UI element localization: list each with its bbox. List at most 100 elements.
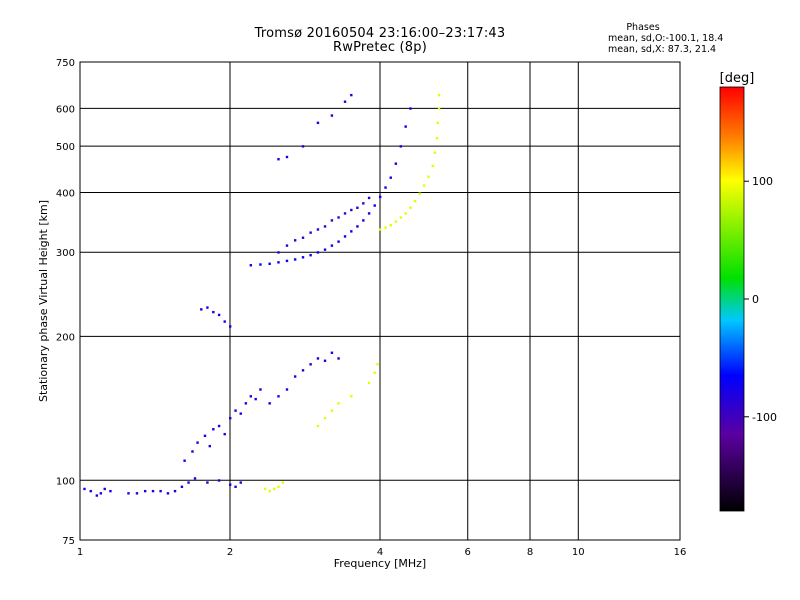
- data-point: [350, 93, 353, 97]
- colorbar-label: [deg]: [720, 71, 755, 86]
- data-point: [404, 125, 407, 128]
- data-point: [293, 375, 297, 378]
- data-point: [394, 220, 398, 223]
- data-point: [431, 164, 434, 168]
- data-point: [409, 206, 412, 209]
- data-point: [249, 395, 253, 398]
- data-point: [239, 481, 242, 484]
- x-tick-label: 2: [227, 547, 233, 558]
- data-point: [223, 320, 226, 323]
- data-point: [196, 441, 199, 444]
- y-axis-label: Stationary phase Virtual Height [km]: [37, 200, 50, 402]
- data-point: [301, 236, 305, 239]
- data-point: [277, 395, 280, 398]
- data-point: [212, 310, 215, 314]
- data-point: [413, 199, 417, 203]
- y-tick-label: 750: [56, 58, 75, 69]
- data-point: [151, 489, 155, 493]
- y-tick-label: 100: [56, 476, 75, 487]
- data-point: [272, 487, 276, 491]
- data-point: [343, 100, 347, 103]
- data-point: [249, 264, 253, 267]
- data-point: [268, 262, 271, 265]
- data-point: [418, 192, 421, 195]
- data-point: [422, 184, 426, 187]
- data-point: [193, 477, 197, 480]
- data-point: [99, 492, 103, 495]
- data-point: [166, 492, 170, 495]
- data-point: [103, 487, 106, 491]
- x-tick-label: 4: [377, 547, 383, 558]
- data-point: [350, 208, 353, 212]
- data-point: [203, 434, 207, 438]
- data-point: [208, 444, 211, 448]
- data-point: [337, 240, 340, 243]
- data-point: [143, 489, 147, 493]
- data-point: [337, 402, 340, 405]
- colorbar-tick-label: 100: [752, 175, 773, 188]
- data-point: [350, 230, 353, 233]
- data-point: [309, 363, 312, 366]
- phases-x-mode: mean, sd,X: 87.3, 21.4: [608, 44, 717, 55]
- y-tick-label: 300: [56, 248, 75, 259]
- data-point: [389, 224, 392, 227]
- data-point: [316, 228, 320, 231]
- data-point: [206, 481, 209, 484]
- data-point: [200, 308, 203, 311]
- data-point: [277, 485, 280, 489]
- colorbar-tick-label: -100: [752, 411, 777, 424]
- data-point: [301, 256, 305, 259]
- data-point: [330, 219, 334, 222]
- x-tick-label: 10: [572, 547, 585, 558]
- data-point: [330, 114, 334, 117]
- x-axis-ticks: 1 2 4 6 8 10 16: [77, 547, 687, 558]
- data-point: [293, 258, 297, 261]
- data-point: [277, 261, 280, 264]
- data-point: [330, 351, 334, 354]
- data-points: [83, 93, 441, 497]
- phases-heading: Phases: [626, 22, 660, 33]
- data-point: [379, 195, 382, 199]
- data-point: [244, 402, 248, 405]
- x-axis-label: Frequency [MHz]: [334, 557, 426, 570]
- colorbar: [719, 86, 745, 512]
- data-point: [259, 388, 262, 391]
- data-point: [277, 251, 280, 254]
- data-point: [180, 485, 184, 489]
- data-point: [309, 254, 312, 257]
- data-point: [435, 137, 439, 140]
- y-tick-label: 600: [56, 104, 75, 115]
- x-tick-label: 8: [527, 547, 533, 558]
- data-point: [109, 489, 112, 493]
- data-point: [376, 363, 379, 366]
- data-point: [330, 244, 334, 247]
- data-point: [229, 325, 232, 328]
- data-point: [191, 450, 194, 453]
- data-point: [309, 231, 312, 234]
- data-point: [277, 158, 280, 161]
- data-point: [362, 219, 365, 222]
- data-point: [183, 459, 186, 462]
- phases-o-mode: mean, sd,O:-100.1, 18.4: [608, 33, 724, 44]
- data-point: [229, 483, 232, 486]
- data-point: [384, 226, 387, 229]
- x-tick-label: 6: [465, 547, 471, 558]
- x-tick-label: 1: [77, 547, 83, 558]
- data-point: [373, 204, 376, 207]
- data-point: [217, 479, 221, 482]
- data-point: [254, 397, 257, 401]
- data-point: [316, 251, 320, 254]
- data-point: [259, 263, 262, 266]
- data-point: [323, 416, 327, 420]
- data-point: [384, 186, 387, 189]
- data-point: [356, 206, 359, 209]
- data-point: [229, 416, 232, 420]
- x-tick-label: 16: [674, 547, 687, 558]
- data-point: [135, 492, 139, 495]
- data-point: [427, 175, 430, 178]
- data-point: [239, 412, 242, 415]
- data-point: [281, 481, 284, 484]
- data-point: [367, 381, 371, 385]
- data-point: [399, 145, 403, 148]
